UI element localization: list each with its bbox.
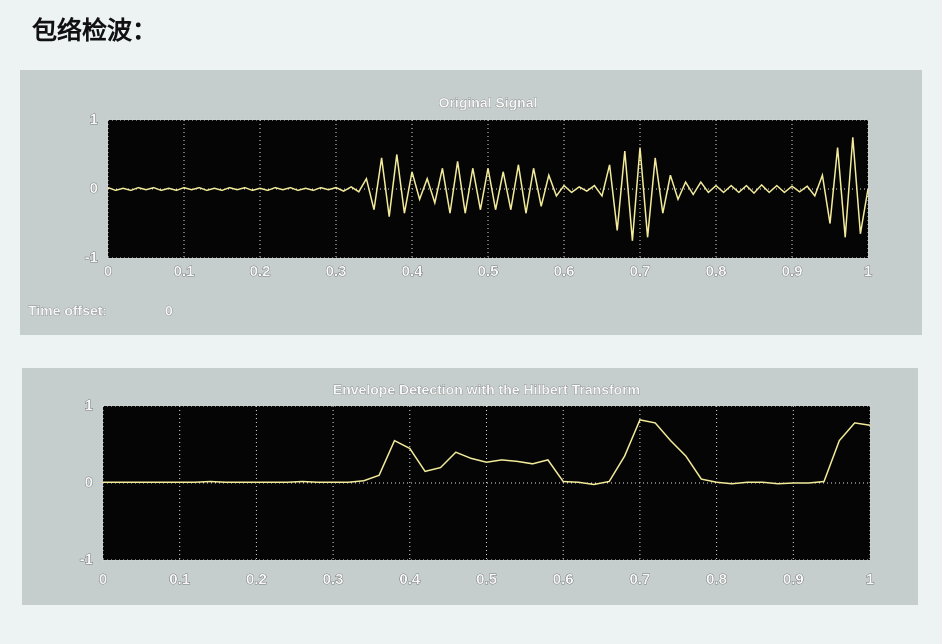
time-offset-label: Time offset: bbox=[28, 303, 107, 319]
x-tick-label: 0.3 bbox=[326, 263, 347, 280]
slide-title: 包络检波： bbox=[32, 16, 157, 45]
x-tick-label: 0.5 bbox=[476, 571, 497, 588]
y-tick-label: -1 bbox=[85, 249, 98, 266]
x-tick-label: 0.6 bbox=[554, 263, 575, 280]
x-tick-label: 0.4 bbox=[402, 263, 424, 280]
x-tick-label: 0.1 bbox=[174, 263, 195, 280]
x-tick-label: 0.2 bbox=[246, 571, 267, 588]
x-tick-label: 0.2 bbox=[250, 263, 271, 280]
x-tick-label: 0.7 bbox=[630, 263, 651, 280]
x-tick-label: 0.4 bbox=[399, 571, 421, 588]
x-tick-label: 0.1 bbox=[169, 571, 190, 588]
time-offset-value: 0 bbox=[165, 303, 173, 319]
x-tick-label: 1 bbox=[864, 263, 872, 280]
x-tick-label: 0.8 bbox=[706, 571, 727, 588]
x-tick-label: 0.9 bbox=[782, 263, 803, 280]
x-tick-label: 0.7 bbox=[629, 571, 650, 588]
x-tick-label: 0.3 bbox=[323, 571, 344, 588]
y-tick-label: 1 bbox=[85, 397, 93, 414]
signal-line bbox=[107, 137, 869, 241]
x-tick-label: 0.6 bbox=[553, 571, 574, 588]
x-tick-label: 0 bbox=[99, 571, 107, 588]
x-tick-label: 0.5 bbox=[478, 263, 499, 280]
x-tick-label: 0 bbox=[104, 263, 112, 280]
x-tick-label: 1 bbox=[866, 571, 874, 588]
signal-line bbox=[103, 419, 871, 486]
chart-title: Original Signal bbox=[439, 95, 538, 111]
x-tick-label: 0.8 bbox=[706, 263, 727, 280]
x-tick-label: 0.9 bbox=[783, 571, 804, 588]
chart-title: Envelope Detection with the Hilbert Tran… bbox=[333, 382, 640, 398]
y-tick-label: 1 bbox=[90, 111, 98, 128]
y-tick-label: -1 bbox=[80, 551, 93, 568]
y-tick-label: 0 bbox=[85, 474, 93, 491]
y-tick-label: 0 bbox=[90, 180, 98, 197]
